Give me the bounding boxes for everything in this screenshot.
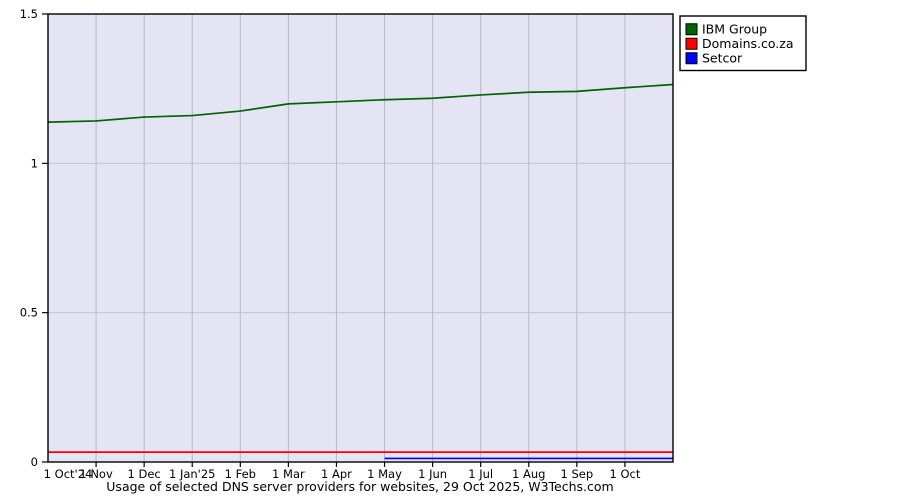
y-tick-label-2: 1 [31,156,38,170]
x-tick-label-11: 1 Sep [561,467,594,481]
x-tick-label-4: 1 Feb [225,467,256,481]
x-tick-label-2: 1 Dec [128,467,161,481]
x-tick-label-10: 1 Aug [512,467,545,481]
legend-label-domains-co-za: Domains.co.za [702,36,794,51]
y-tick-label-1: 0.5 [20,306,38,320]
plot-frame [47,13,674,463]
x-tick-label-8: 1 Jun [418,467,447,481]
vertical-gridlines [95,14,626,462]
x-tick-label-6: 1 Apr [321,467,352,481]
x-tick-label-5: 1 Mar [272,467,305,481]
series-line-ibm-group [47,83,674,123]
plot-area-background [48,14,673,462]
legend-box [679,15,807,72]
x-axis: 1 Oct'241 Nov 1 Dec 1 Jan'25 1 Feb 1 Mar 1 Ap… [44,462,641,481]
y-tick-label-0: 0 [31,455,38,469]
x-tick-label-1: 1 Nov [79,467,113,481]
y-axis: 0 0.5 1 1.5 [20,7,48,469]
horizontal-gridlines [48,162,673,314]
series-lines [47,83,674,460]
x-tick-label-9: 1 Jul [468,467,493,481]
x-tick-label-7: 1 May [367,467,402,481]
x-tick-label-0: 1 Oct'24 [44,467,93,481]
legend-swatch-ibm-group [685,23,698,36]
legend-swatch-setcor [685,52,698,65]
legend-label-setcor: Setcor [702,50,743,65]
chart-caption: Usage of selected DNS server providers f… [106,479,613,494]
x-tick-label-3: 1 Jan'25 [169,467,216,481]
x-tick-label-12: 1 Oct [609,467,640,481]
y-tick-label-3: 1.5 [20,7,38,21]
legend-label-ibm-group: IBM Group [702,21,767,36]
legend-swatch-domains-co-za [685,37,698,50]
